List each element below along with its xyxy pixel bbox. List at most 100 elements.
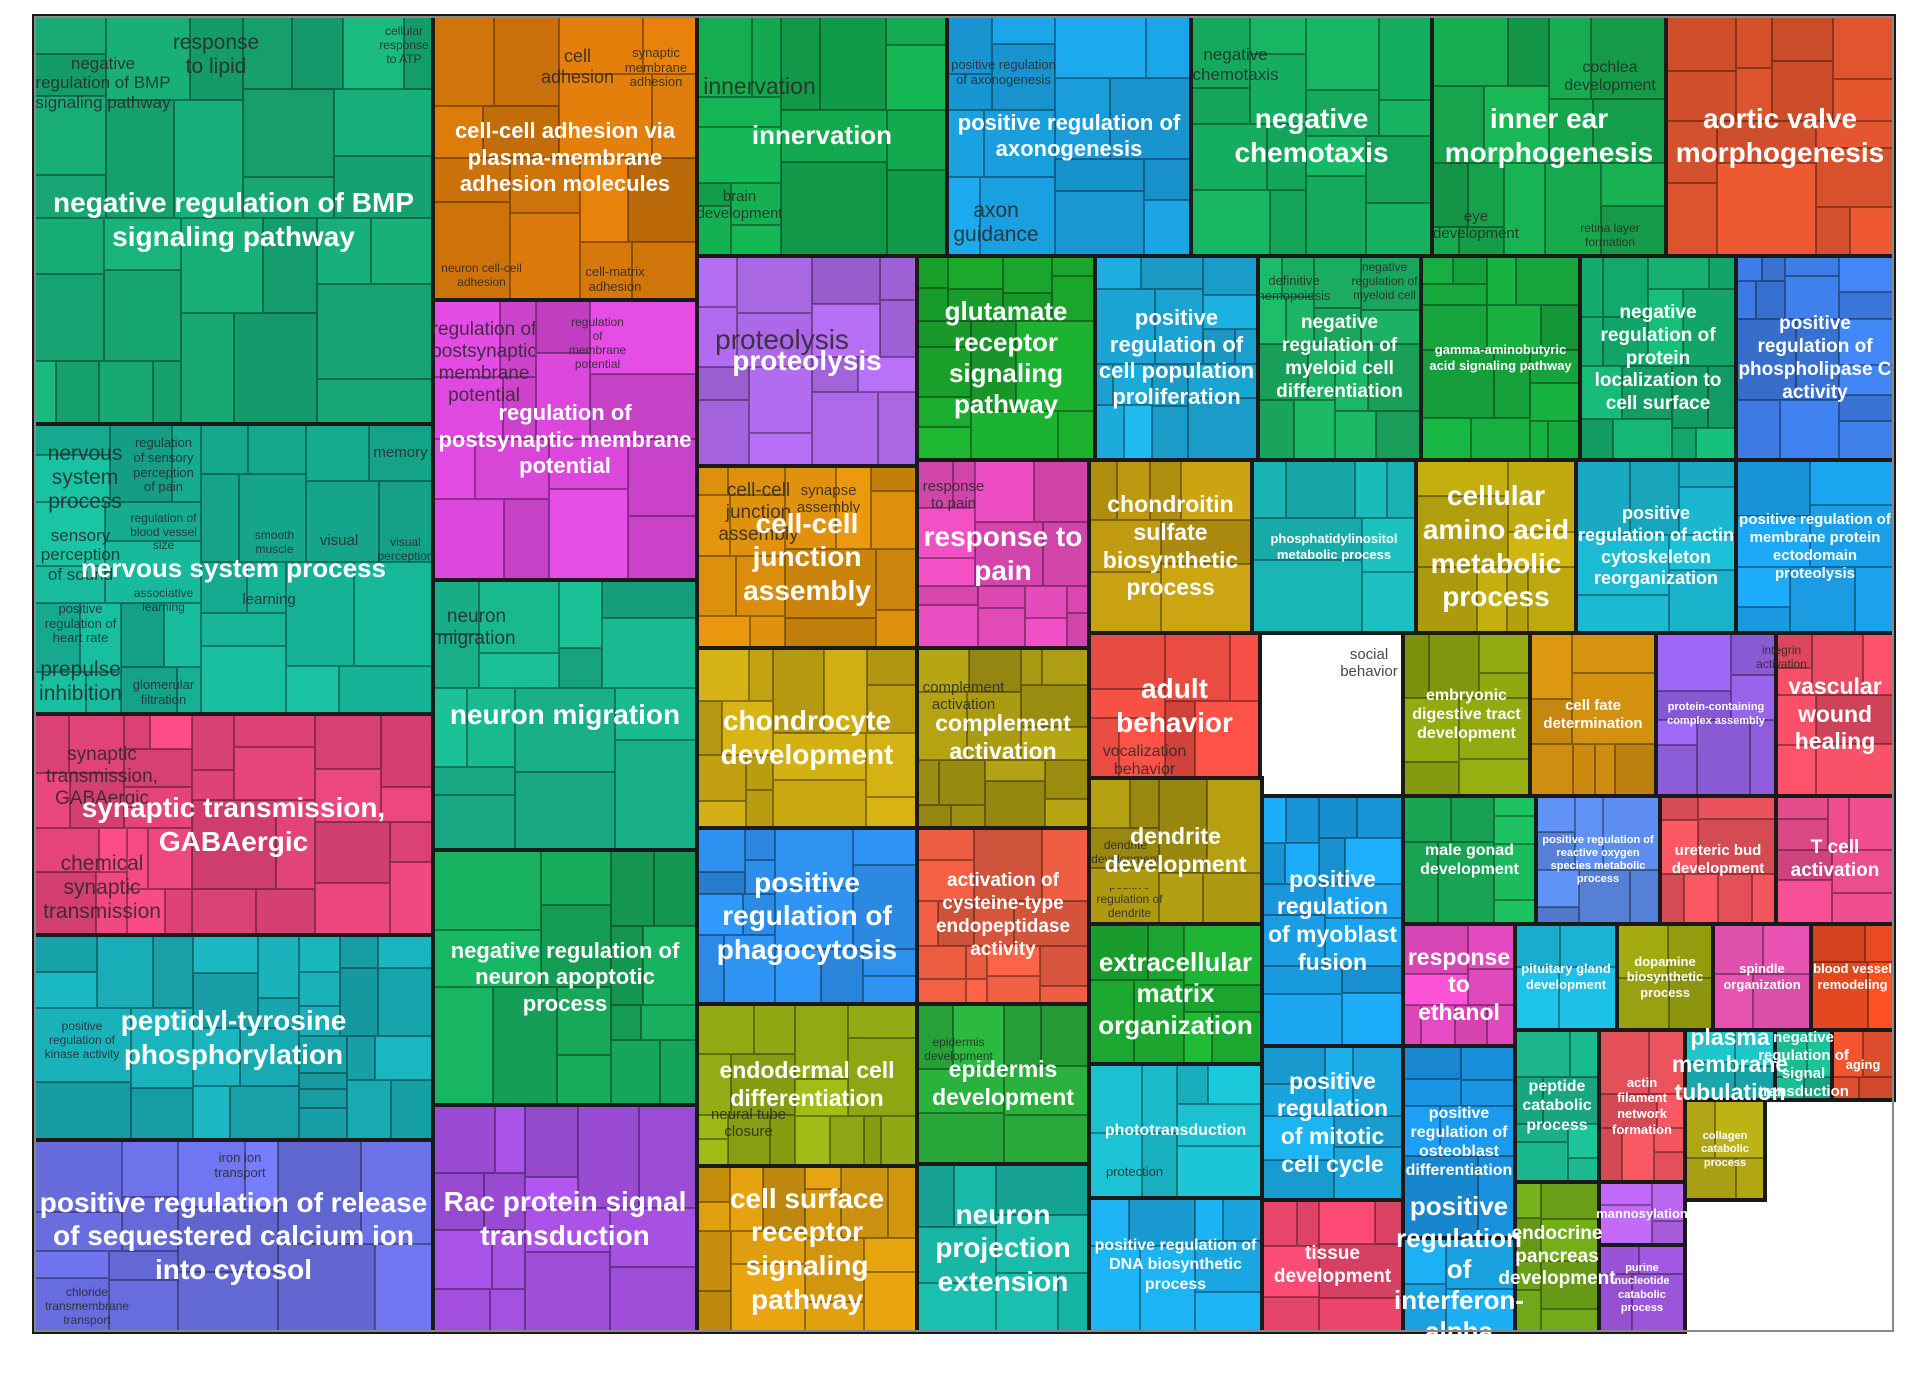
treemap-subterm-cell [1849, 796, 1894, 850]
treemap-subterm-cell [104, 270, 181, 361]
treemap-subterm-cell [354, 562, 433, 666]
treemap-subterm-cell [1736, 460, 1810, 516]
treemap-subterm-cell [181, 218, 263, 313]
treemap-group-label: neuron migration [449, 699, 681, 731]
treemap-subterm-cell [1810, 460, 1894, 505]
treemap-subterm-cell [1089, 633, 1165, 689]
treemap-subterm-cell [1325, 884, 1403, 918]
treemap-subterm-cell [805, 1302, 864, 1332]
treemap-group-label: dendrite development [1104, 823, 1247, 877]
treemap-subterm-cell [610, 1208, 697, 1267]
treemap-subterm-cell [1839, 365, 1894, 395]
treemap-subterm-cell [917, 347, 971, 397]
treemap-subterm-cell [299, 1036, 347, 1073]
treemap-subterm-cell [1717, 121, 1816, 163]
treemap-subterm-cell [628, 158, 697, 242]
treemap-subterm-cell [479, 653, 559, 688]
treemap-subterm-cell [1576, 595, 1669, 633]
treemap-subterm-cell [433, 634, 479, 688]
treemap-subterm-cell [192, 770, 234, 800]
treemap-subterm-cell [317, 284, 433, 379]
treemap-subterm-cell [99, 361, 153, 424]
treemap-subterm-cell [602, 618, 697, 688]
treemap-subterm-cell [1376, 411, 1421, 460]
treemap-subterm-cell [106, 100, 174, 218]
treemap-subterm-cell [286, 562, 354, 666]
treemap-subterm-cell [1468, 969, 1515, 1005]
treemap-subterm-cell [996, 1273, 1058, 1332]
treemap-subterm-cell [1325, 1046, 1353, 1116]
treemap-subterm-cell [306, 481, 379, 562]
treemap-subterm-cell [1117, 460, 1150, 520]
treemap-subterm-cell [1559, 967, 1617, 1030]
treemap-subterm-cell [785, 549, 876, 618]
treemap-subterm-cell [736, 556, 785, 616]
treemap-subterm-cell [1683, 289, 1736, 366]
treemap-subterm-cell [1451, 796, 1494, 842]
treemap-subterm-cell [404, 16, 433, 89]
treemap-subterm-cell [315, 769, 381, 822]
treemap-subterm-cell [947, 16, 992, 74]
treemap-subterm-cell [1203, 295, 1258, 329]
treemap-subterm-cell [181, 313, 234, 424]
treemap-subterm-cell [978, 586, 1025, 608]
treemap-subterm-cell [1110, 78, 1191, 159]
treemap-subterm-cell [1816, 148, 1894, 207]
treemap-group-label: embryonic digestive tract development [1412, 686, 1521, 743]
treemap-subterm-cell [697, 648, 749, 701]
treemap-subterm-cell [722, 701, 773, 755]
treemap-subterm-cell [1040, 946, 1089, 986]
treemap-subterm-cell [795, 1116, 830, 1166]
treemap-subterm-cell [1575, 796, 1603, 870]
treemap-subterm-cell [541, 850, 611, 905]
treemap-subterm-cell [1545, 163, 1601, 256]
treemap-subterm-cell [1342, 993, 1403, 1046]
treemap-subterm-cell [1421, 305, 1487, 350]
treemap-subterm-cell [1379, 16, 1432, 100]
treemap-subterm-cell [1421, 1005, 1455, 1046]
treemap-subterm-cell [164, 603, 201, 667]
treemap-subterm-cell [1622, 366, 1672, 419]
treemap-subterm-cell [490, 1289, 525, 1332]
treemap-subterm-cell [953, 1004, 1004, 1069]
treemap-subterm-cell [1515, 924, 1560, 967]
treemap-subterm-cell [917, 860, 974, 901]
treemap-subterm-cell [812, 304, 880, 357]
treemap-group-label: Rac protein signal transduction [443, 1185, 687, 1251]
treemap-subterm-cell [243, 177, 334, 218]
treemap-subterm-cell [1286, 297, 1314, 344]
treemap-subterm-cell [525, 1177, 578, 1208]
treemap-subterm-cell [660, 1040, 697, 1105]
treemap-subterm-cell [1285, 843, 1319, 884]
treemap-subterm-cell [975, 460, 1034, 522]
treemap-subterm-cell [1648, 289, 1683, 366]
treemap-subterm-cell [1262, 994, 1342, 1046]
treemap-subterm-cell [153, 935, 193, 1008]
treemap-subterm-cell [510, 158, 580, 213]
treemap-subterm-cell [731, 1231, 805, 1264]
treemap-subterm-cell [1494, 350, 1530, 418]
treemap-subterm-cell [763, 1166, 805, 1231]
treemap-subterm-cell [433, 795, 515, 850]
treemap-group-label: activation of cysteine-type endopeptidas… [935, 870, 1071, 960]
treemap-subterm-cell [536, 300, 590, 353]
treemap-subterm-cell [34, 424, 110, 455]
treemap-subterm-cell [475, 439, 549, 499]
treemap-subterm-cell [1282, 256, 1314, 297]
treemap-subterm-cell [917, 1113, 1004, 1164]
treemap-subterm-cell [1468, 924, 1515, 969]
treemap-subterm-cell [1089, 572, 1161, 633]
treemap-subterm-cell [1142, 1064, 1177, 1133]
treemap-subterm-cell [746, 755, 773, 790]
treemap-subterm-cell [1203, 256, 1258, 295]
treemap-subterm-cell [1432, 86, 1484, 163]
treemap-subterm-cell [1580, 419, 1613, 462]
treemap-subterm-cell [1089, 828, 1159, 868]
treemap-subterm-cell [805, 1189, 841, 1238]
treemap-subterm-cell [1004, 1066, 1089, 1115]
treemap-subterm-cell [479, 580, 559, 653]
treemap-subterm-cell [192, 714, 234, 770]
treemap-subterm-cell [697, 367, 749, 400]
treemap-subterm-cell [821, 949, 863, 1004]
treemap-subterm-cell [278, 1244, 375, 1332]
